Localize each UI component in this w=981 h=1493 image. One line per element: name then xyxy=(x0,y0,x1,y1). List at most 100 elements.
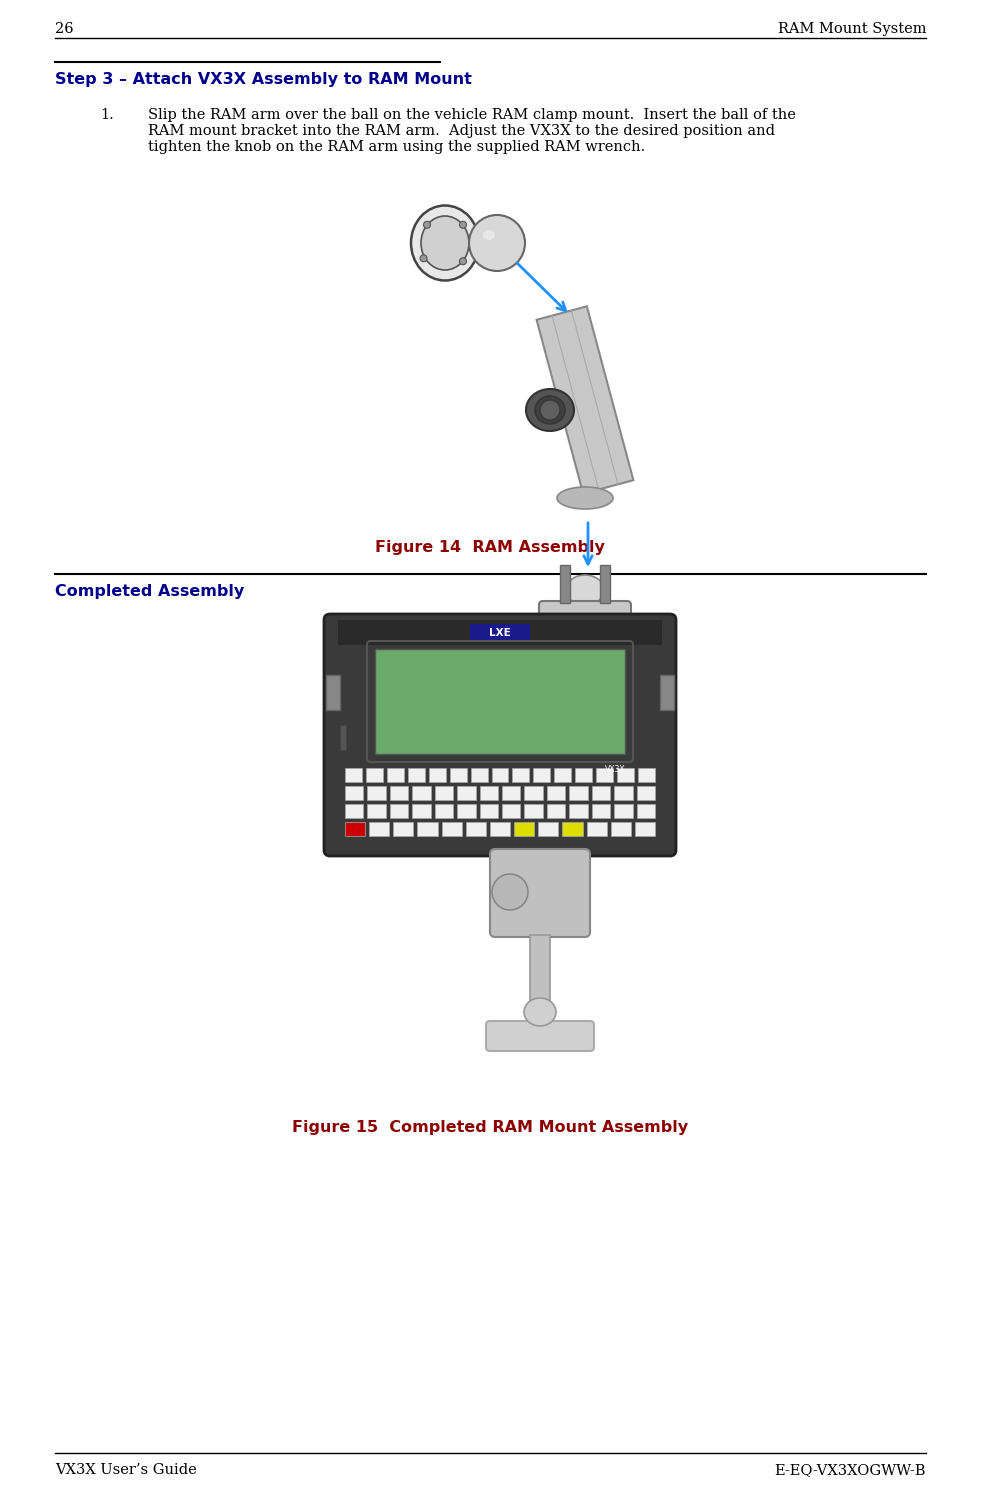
Bar xyxy=(429,767,445,782)
Bar xyxy=(345,785,363,800)
Circle shape xyxy=(492,873,528,911)
Text: RAM mount bracket into the RAM arm.  Adjust the VX3X to the desired position and: RAM mount bracket into the RAM arm. Adju… xyxy=(148,124,775,137)
Bar xyxy=(326,675,340,711)
Bar xyxy=(596,767,613,782)
Ellipse shape xyxy=(459,221,467,228)
Bar xyxy=(569,805,588,818)
Bar xyxy=(387,767,404,782)
FancyBboxPatch shape xyxy=(324,614,676,855)
Bar xyxy=(389,785,408,800)
Bar xyxy=(471,233,485,252)
Bar xyxy=(525,805,542,818)
Bar xyxy=(614,785,633,800)
Text: VX3X: VX3X xyxy=(604,764,625,773)
Bar xyxy=(554,767,571,782)
Bar xyxy=(514,823,535,836)
Ellipse shape xyxy=(421,216,469,270)
Bar xyxy=(502,785,521,800)
Bar xyxy=(635,823,655,836)
Bar xyxy=(338,620,662,645)
Bar xyxy=(340,726,346,749)
Circle shape xyxy=(469,215,525,272)
Bar xyxy=(366,767,383,782)
Text: 26: 26 xyxy=(55,22,74,36)
Ellipse shape xyxy=(535,396,565,424)
Bar xyxy=(435,785,453,800)
Bar xyxy=(617,767,634,782)
Bar xyxy=(345,823,365,836)
Bar xyxy=(435,805,453,818)
Bar xyxy=(525,785,542,800)
Bar xyxy=(457,785,476,800)
Bar xyxy=(375,649,625,754)
Bar xyxy=(560,564,570,603)
Bar xyxy=(412,805,431,818)
Bar xyxy=(412,785,431,800)
Bar xyxy=(368,805,386,818)
Bar xyxy=(587,823,606,836)
Bar xyxy=(408,767,425,782)
Polygon shape xyxy=(537,306,634,494)
Bar xyxy=(490,823,510,836)
Bar xyxy=(491,767,508,782)
Bar xyxy=(562,823,583,836)
Bar xyxy=(592,805,610,818)
Ellipse shape xyxy=(524,997,556,1026)
Ellipse shape xyxy=(420,255,427,261)
Bar xyxy=(575,767,593,782)
Ellipse shape xyxy=(526,390,574,431)
Bar xyxy=(480,805,498,818)
FancyBboxPatch shape xyxy=(490,850,590,938)
Bar xyxy=(534,767,550,782)
Text: Slip the RAM arm over the ball on the vehicle RAM clamp mount.  Insert the ball : Slip the RAM arm over the ball on the ve… xyxy=(148,107,796,122)
Bar xyxy=(457,805,476,818)
Bar xyxy=(530,935,550,1000)
Bar xyxy=(569,785,588,800)
Bar xyxy=(614,805,633,818)
Bar xyxy=(471,767,488,782)
Ellipse shape xyxy=(411,206,479,281)
Bar xyxy=(660,675,674,711)
Bar xyxy=(546,785,565,800)
Bar xyxy=(369,823,389,836)
Bar xyxy=(345,767,362,782)
Ellipse shape xyxy=(483,230,495,240)
Bar xyxy=(389,805,408,818)
Text: E-EQ-VX3XOGWW-B: E-EQ-VX3XOGWW-B xyxy=(775,1463,926,1477)
Bar xyxy=(611,823,631,836)
Bar xyxy=(512,767,530,782)
Bar xyxy=(539,823,558,836)
FancyBboxPatch shape xyxy=(486,1021,594,1051)
Bar xyxy=(637,785,655,800)
Bar xyxy=(502,805,521,818)
FancyBboxPatch shape xyxy=(539,602,631,646)
Text: LXE: LXE xyxy=(490,629,511,638)
Bar xyxy=(470,624,530,640)
Text: Figure 15  Completed RAM Mount Assembly: Figure 15 Completed RAM Mount Assembly xyxy=(292,1120,688,1135)
Bar xyxy=(418,823,438,836)
Bar xyxy=(480,785,498,800)
Bar xyxy=(637,805,655,818)
Ellipse shape xyxy=(557,487,613,509)
Bar xyxy=(368,785,386,800)
Text: Figure 14  RAM Assembly: Figure 14 RAM Assembly xyxy=(375,540,605,555)
Text: VX3X User’s Guide: VX3X User’s Guide xyxy=(55,1463,197,1477)
Circle shape xyxy=(540,400,560,420)
Text: Completed Assembly: Completed Assembly xyxy=(55,584,244,599)
Text: tighten the knob on the RAM arm using the supplied RAM wrench.: tighten the knob on the RAM arm using th… xyxy=(148,140,645,154)
Ellipse shape xyxy=(566,575,604,605)
Text: Step 3 – Attach VX3X Assembly to RAM Mount: Step 3 – Attach VX3X Assembly to RAM Mou… xyxy=(55,72,472,87)
Ellipse shape xyxy=(459,258,467,264)
Bar xyxy=(393,823,413,836)
Bar xyxy=(600,564,610,603)
Text: RAM Mount System: RAM Mount System xyxy=(778,22,926,36)
Text: 1.: 1. xyxy=(100,107,114,122)
Bar xyxy=(449,767,467,782)
Bar xyxy=(592,785,610,800)
Bar xyxy=(345,805,363,818)
Bar xyxy=(546,805,565,818)
Bar xyxy=(466,823,486,836)
Bar xyxy=(441,823,462,836)
Ellipse shape xyxy=(424,221,431,228)
Bar xyxy=(638,767,655,782)
